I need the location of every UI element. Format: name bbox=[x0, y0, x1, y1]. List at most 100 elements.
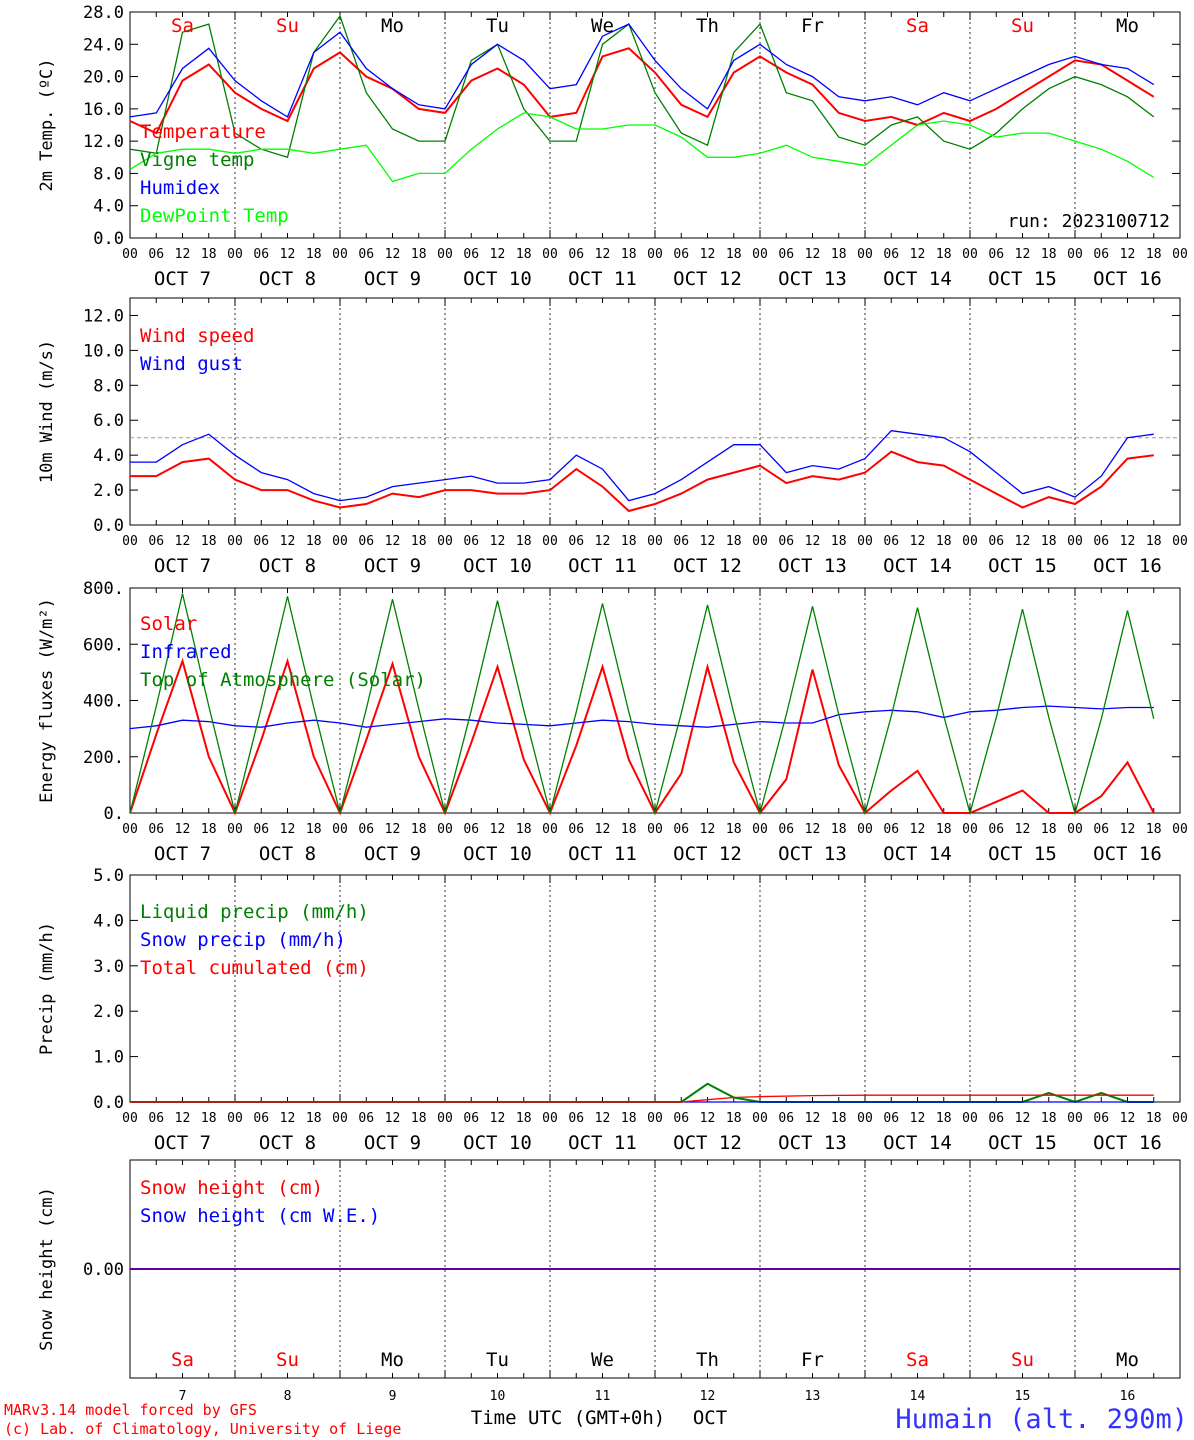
hour-label: 18 bbox=[1146, 1111, 1162, 1126]
weekday-label: Fr bbox=[801, 15, 824, 37]
hour-label: 18 bbox=[936, 247, 952, 262]
weekday-label: Th bbox=[696, 15, 719, 37]
model-credit: MARv3.14 model forced by GFS bbox=[4, 1401, 257, 1419]
lab-credit: (c) Lab. of Climatology, University of L… bbox=[4, 1420, 401, 1438]
hour-label: 00 bbox=[437, 822, 453, 837]
hour-label: 18 bbox=[306, 534, 322, 549]
hour-label: 18 bbox=[411, 822, 427, 837]
hour-label: 18 bbox=[621, 534, 637, 549]
date-label: OCT 12 bbox=[673, 843, 742, 865]
hour-label: 18 bbox=[306, 247, 322, 262]
series-line-flux-0 bbox=[129, 657, 1155, 816]
hour-label: 06 bbox=[778, 534, 794, 549]
hour-label: 12 bbox=[175, 822, 191, 837]
bottom-weekday-label: Tu bbox=[486, 1349, 509, 1371]
date-label: OCT 15 bbox=[988, 1132, 1057, 1154]
series-line-flux-2 bbox=[129, 593, 1155, 816]
y-axis-label: 10m Wind (m/s) bbox=[37, 340, 57, 483]
y-tick-label: 12.0 bbox=[83, 306, 124, 326]
hour-label: 18 bbox=[621, 247, 637, 262]
bottom-weekday-label: Su bbox=[1011, 1349, 1034, 1371]
hour-label: 06 bbox=[568, 822, 584, 837]
hour-label: 12 bbox=[490, 247, 506, 262]
legend-entry: DewPoint Temp bbox=[140, 205, 289, 227]
date-label: OCT 16 bbox=[1093, 1132, 1162, 1154]
date-label: OCT 16 bbox=[1093, 268, 1162, 290]
hour-label: 06 bbox=[253, 822, 269, 837]
hour-label: 12 bbox=[700, 1111, 716, 1126]
series-line-wind-1 bbox=[130, 430, 1154, 502]
weekday-label: Mo bbox=[1116, 15, 1139, 37]
hour-label: 18 bbox=[1041, 822, 1057, 837]
hour-label: 12 bbox=[595, 534, 611, 549]
hour-label: 18 bbox=[1041, 534, 1057, 549]
date-label: OCT 14 bbox=[883, 268, 952, 290]
hour-label: 00 bbox=[647, 1111, 663, 1126]
date-label: OCT 15 bbox=[988, 555, 1057, 577]
hour-label: 06 bbox=[778, 822, 794, 837]
date-label: OCT 7 bbox=[154, 1132, 211, 1154]
hour-label: 18 bbox=[516, 822, 532, 837]
hour-label: 06 bbox=[463, 534, 479, 549]
hour-label: 12 bbox=[280, 1111, 296, 1126]
hour-label: 00 bbox=[752, 822, 768, 837]
hour-label: 12 bbox=[910, 1111, 926, 1126]
hour-label: 00 bbox=[122, 1111, 138, 1126]
hour-label: 18 bbox=[831, 247, 847, 262]
hour-label: 00 bbox=[962, 1111, 978, 1126]
hour-label: 06 bbox=[988, 247, 1004, 262]
date-label: OCT 10 bbox=[463, 1132, 532, 1154]
date-label: OCT 14 bbox=[883, 1132, 952, 1154]
legend-entry: Top of Atmosphere (Solar) bbox=[140, 669, 426, 691]
hour-label: 12 bbox=[1120, 1111, 1136, 1126]
date-label: OCT 7 bbox=[154, 268, 211, 290]
weekday-label: Sa bbox=[171, 15, 194, 37]
hour-label: 12 bbox=[805, 247, 821, 262]
hour-label: 00 bbox=[542, 247, 558, 262]
hour-label: 12 bbox=[1120, 822, 1136, 837]
y-tick-label: 28.0 bbox=[83, 3, 124, 23]
series-line-precip-0 bbox=[130, 1082, 1154, 1104]
hour-label: 06 bbox=[568, 247, 584, 262]
hour-label: 00 bbox=[437, 1111, 453, 1126]
hour-label: 00 bbox=[122, 247, 138, 262]
hour-label: 12 bbox=[175, 1111, 191, 1126]
month-label: OCT bbox=[693, 1407, 727, 1429]
hour-label: 06 bbox=[253, 534, 269, 549]
hour-label: 00 bbox=[647, 247, 663, 262]
bottom-weekday-label: Mo bbox=[1116, 1349, 1139, 1371]
hour-label: 18 bbox=[621, 822, 637, 837]
hour-label: 18 bbox=[621, 1111, 637, 1126]
bottom-weekday-label: Sa bbox=[906, 1349, 929, 1371]
hour-label: 12 bbox=[700, 822, 716, 837]
hour-label: 18 bbox=[516, 247, 532, 262]
y-tick-label: 0.0 bbox=[93, 229, 124, 249]
legend-entry: Wind speed bbox=[140, 325, 254, 347]
hour-label: 12 bbox=[910, 247, 926, 262]
date-label: OCT 11 bbox=[568, 843, 637, 865]
y-tick-label: 0.0 bbox=[93, 1093, 124, 1113]
hour-label: 00 bbox=[962, 534, 978, 549]
hour-label: 18 bbox=[1146, 534, 1162, 549]
time-axis-label: Time UTC (GMT+0h) bbox=[471, 1407, 665, 1429]
date-label: OCT 12 bbox=[673, 268, 742, 290]
date-label: OCT 13 bbox=[778, 268, 847, 290]
hour-label: 18 bbox=[936, 1111, 952, 1126]
date-label: OCT 14 bbox=[883, 843, 952, 865]
date-label: OCT 7 bbox=[154, 555, 211, 577]
y-tick-label: 4.0 bbox=[93, 911, 124, 931]
hour-label: 18 bbox=[201, 822, 217, 837]
hour-label: 06 bbox=[463, 1111, 479, 1126]
hour-label: 00 bbox=[122, 534, 138, 549]
hour-label: 18 bbox=[411, 1111, 427, 1126]
hour-label: 00 bbox=[227, 822, 243, 837]
hour-label: 00 bbox=[857, 1111, 873, 1126]
series-line-temp-0 bbox=[129, 47, 1155, 135]
hour-label: 00 bbox=[1172, 822, 1188, 837]
hour-label: 12 bbox=[700, 534, 716, 549]
hour-label: 00 bbox=[437, 534, 453, 549]
hour-label: 12 bbox=[1015, 822, 1031, 837]
hour-label: 00 bbox=[752, 247, 768, 262]
y-tick-label: 16.0 bbox=[83, 100, 124, 120]
